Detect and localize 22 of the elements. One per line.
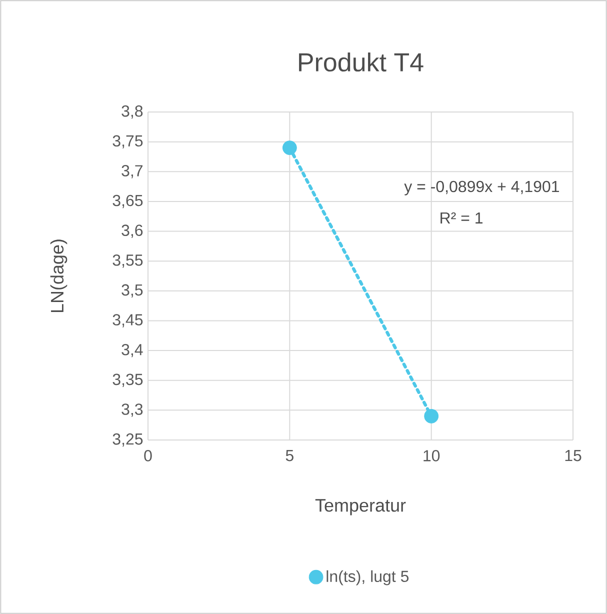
annotation: R² = 1: [440, 212, 482, 224]
legend-label: ln(ts), lugt 5: [326, 570, 409, 586]
y-tick-label: 3,6: [122, 224, 143, 238]
y-tick-label: 3,35: [112, 374, 143, 387]
x-tick-label: 10: [424, 450, 440, 462]
annotation: y = -0,0899x + 4,1901: [404, 180, 559, 196]
x-tick-label: 0: [144, 450, 152, 462]
y-tick-label: 3,25: [112, 433, 143, 447]
y-tick-label: 3,45: [112, 314, 143, 328]
y-tick-label: 3,5: [122, 284, 143, 298]
x-axis-title: Temperatur: [315, 499, 406, 516]
x-tick-label: 5: [286, 450, 294, 462]
y-axis-title: LN(dage): [50, 240, 68, 312]
x-tick-label: 15: [565, 450, 582, 462]
y-tick-label: 3,4: [122, 344, 143, 358]
chart-title: Produkt T4: [299, 52, 424, 72]
y-tick-label: 3,7: [122, 165, 142, 178]
y-tick-label: 3,3: [122, 404, 143, 417]
y-tick-label: 3,8: [122, 105, 143, 119]
y-tick-label: 3,75: [112, 135, 143, 148]
y-tick-label: 3,55: [112, 254, 143, 268]
y-tick-label: 3,65: [112, 194, 143, 208]
